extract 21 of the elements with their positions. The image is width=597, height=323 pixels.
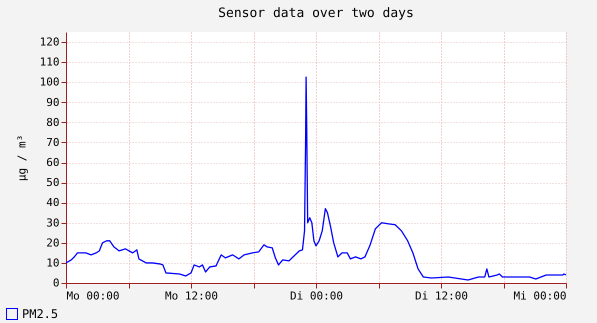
y-tick-label: 10 <box>46 256 60 270</box>
x-tick-label: Mo 12:00 <box>165 290 218 302</box>
y-tick-label: 60 <box>46 156 60 170</box>
y-tick-label: 70 <box>46 136 60 149</box>
y-tick-label: 100 <box>40 76 60 89</box>
x-tick-label: Di 12:00 <box>415 290 468 302</box>
x-tick-label: Di 00:00 <box>290 290 343 302</box>
y-tick-label: 30 <box>46 216 60 230</box>
y-tick-label: 80 <box>46 116 60 129</box>
y-tick-label: 0 <box>52 276 60 290</box>
y-tick-label: 50 <box>46 176 60 190</box>
y-tick-label: 90 <box>46 96 60 109</box>
y-axis-title: µg / m³ <box>16 134 29 182</box>
y-tick-label: 20 <box>46 236 60 250</box>
legend-label: PM2.5 <box>22 307 58 321</box>
x-tick-label: Mo 00:00 <box>66 290 120 302</box>
y-tick-label: 120 <box>40 36 60 49</box>
chart-title: Sensor data over two days <box>218 6 414 21</box>
x-tick-label: Mi 00:00 <box>514 290 566 302</box>
y-tick-label: 110 <box>40 56 60 69</box>
y-tick-label: 40 <box>46 196 60 210</box>
